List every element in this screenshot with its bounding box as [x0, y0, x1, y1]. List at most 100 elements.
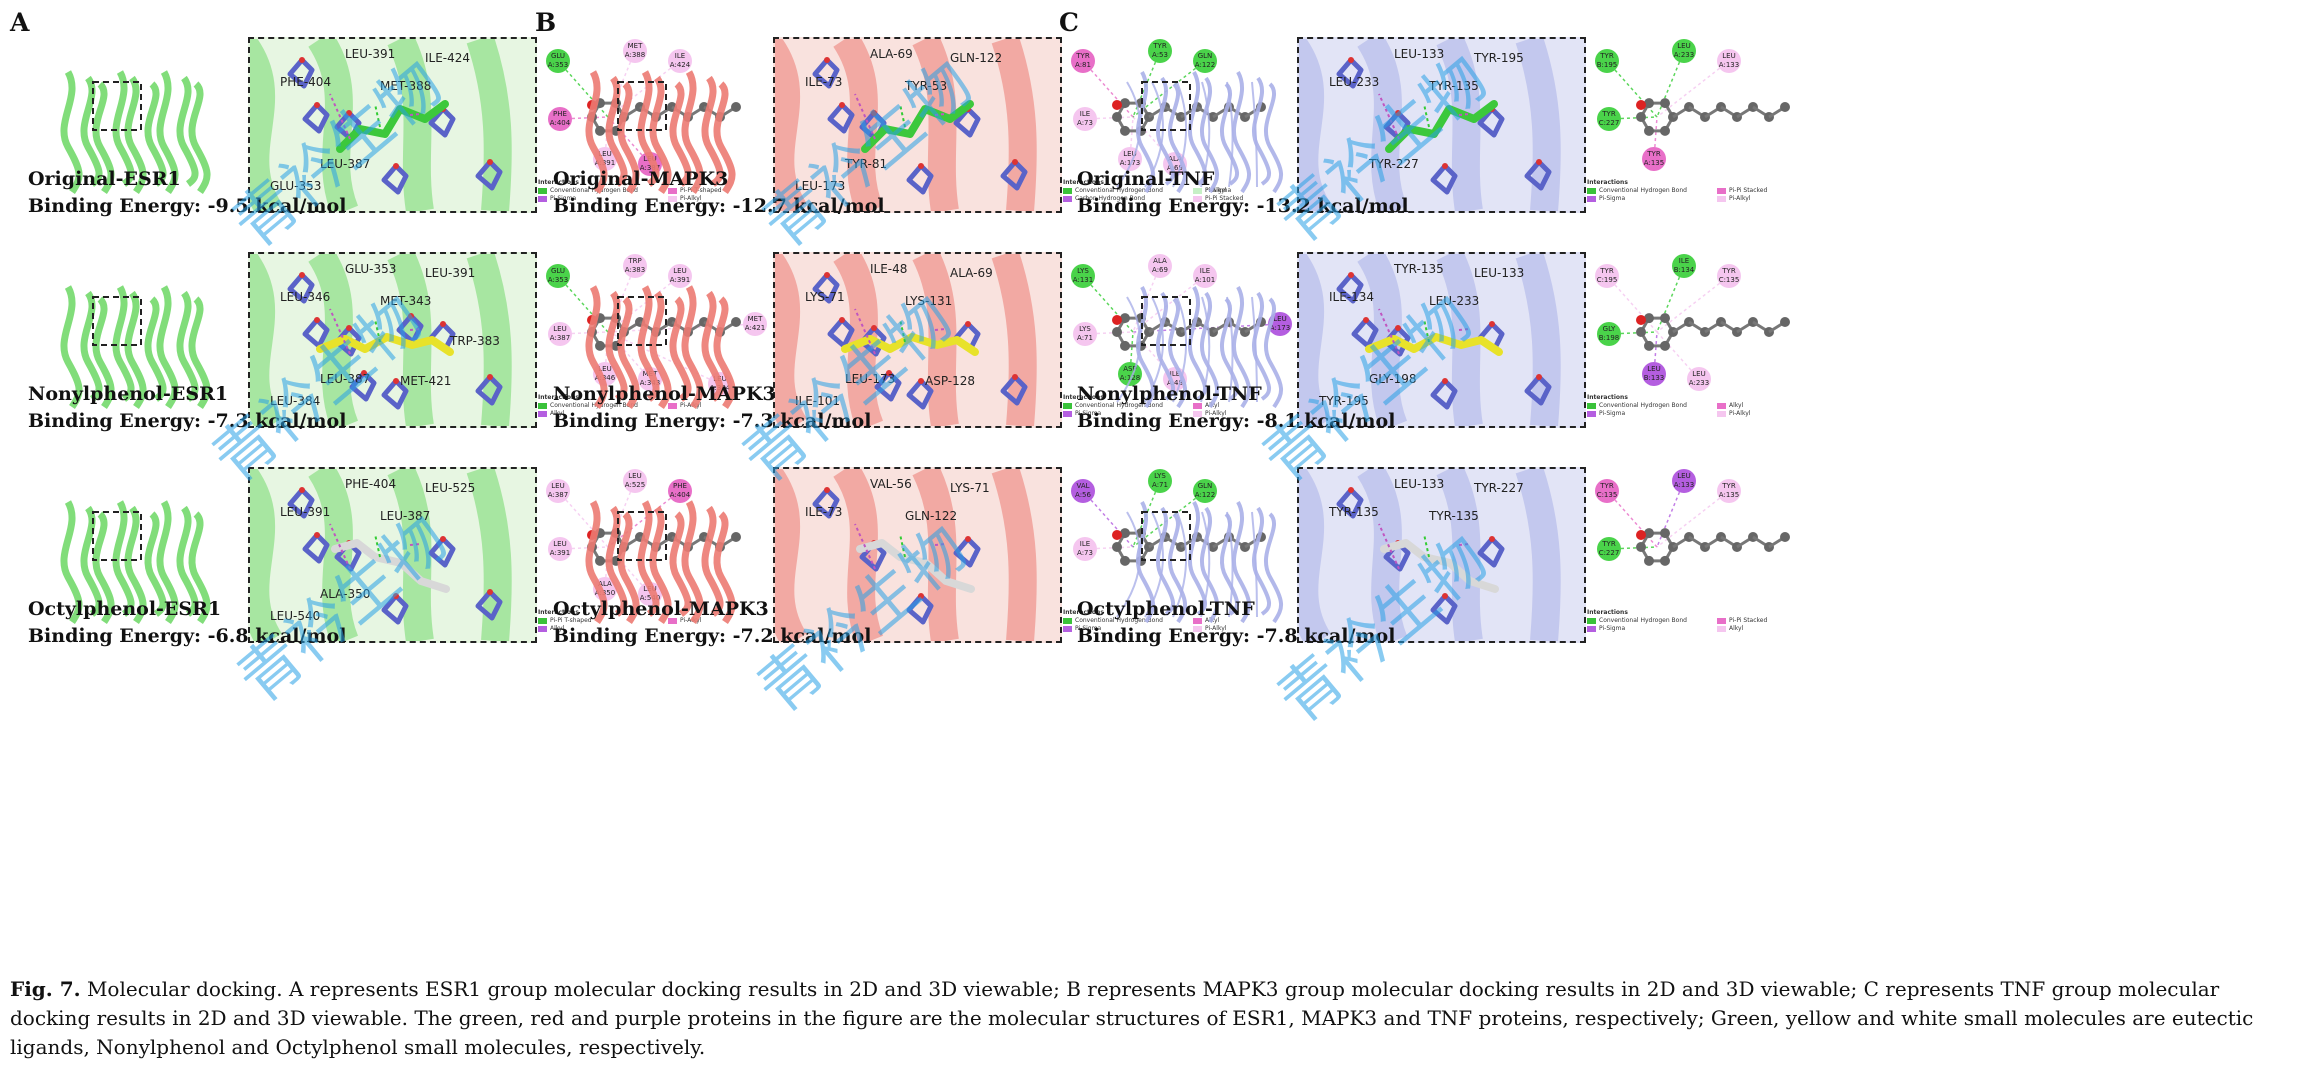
zoom-region-box [1141, 81, 1191, 131]
interaction-legend: Interactions Pi-Pi T-shaped Alkyl Pi-Alkyl [538, 609, 788, 639]
legend-swatch [1193, 187, 1202, 194]
ligand-2d-structure [1606, 50, 1790, 160]
panel-letter: A [10, 8, 30, 37]
residue-node-2d: TYR C:135 [1595, 479, 1619, 503]
legend-label: Pi-Alkyl [1729, 195, 1751, 202]
protein-ribbon [585, 500, 736, 624]
residue-label-3d: ILE-48 [870, 262, 908, 276]
panel-letter: C [1059, 8, 1079, 37]
legend-item: Pi-Alkyl [1717, 195, 1750, 202]
residue-label-3d: TRP-383 [450, 334, 500, 348]
residue-label-3d: ILE-101 [795, 394, 841, 408]
legend-label: Conventional Hydrogen Bond [550, 402, 638, 409]
complex-name: Octylphenol-TNF [1077, 598, 1255, 620]
legend-swatch [1587, 625, 1596, 632]
residue-label-3d: MET-421 [400, 374, 452, 388]
legend-swatch [1193, 402, 1202, 409]
interaction-legend: Interactions Conventional Hydrogen Bond Pi… [1587, 179, 1837, 209]
docking-panel: PHE-404 LEU-525 LEU-391 LEU-387 ALA-350 LEU-5… [48, 467, 788, 657]
residue-label-3d: PHE-404 [280, 75, 332, 89]
ligand-3d [856, 539, 975, 593]
binding-site-3d [250, 254, 512, 426]
interaction-diagram-2d: TYR C:195 ILE B:134 TYR C:135 GLY B:198 LEU B:133… [1587, 252, 1837, 424]
zoom-region-box [1141, 296, 1191, 346]
residue-label-3d: LEU-133 [1474, 266, 1525, 280]
binding-site-3d [1299, 39, 1561, 211]
legend-title: Interactions [1587, 609, 1628, 616]
residue-label-3d: LEU-133 [1394, 477, 1445, 491]
residue-label-3d: LEU-233 [1329, 75, 1380, 89]
legend-label: Conventional Hydrogen Bond [1599, 617, 1687, 624]
legend-swatch [1063, 625, 1072, 632]
zoom-box: ILE-48 ALA-69 LYS-71 LYS-131 LEU-173 ILE-101 A… [773, 252, 1062, 428]
residue-node-2d: LEU A:391 [668, 264, 692, 288]
residue-label-3d: TYR-227 [1474, 481, 1524, 495]
legend-swatch [1063, 617, 1072, 624]
residue-label-3d: LEU-173 [845, 372, 896, 386]
legend-swatch [1717, 617, 1726, 624]
residue-label-3d: VAL-56 [870, 477, 912, 491]
residue-label-3d: TYR-195 [1474, 51, 1524, 65]
residue-node-2d: LEU A:525 [623, 469, 647, 493]
legend-swatch [1587, 195, 1596, 202]
legend-swatch [1063, 402, 1072, 409]
legend-swatch [668, 617, 677, 624]
legend-item: Conventional Hydrogen Bond [538, 187, 638, 194]
legend-label: Alkyl [550, 625, 565, 632]
zoom-region-box [617, 511, 667, 561]
legend-label: Conventional Hydrogen Bond [1599, 402, 1687, 409]
residue-label-3d: GLN-122 [905, 509, 958, 523]
interaction-legend: Interactions Conventional Hydrogen Bond Pi… [1587, 394, 1837, 424]
legend-item: Pi-Alkyl [668, 195, 701, 202]
residue-label-3d: LEU-233 [1429, 294, 1480, 308]
residue-label-3d: LYS-131 [905, 294, 953, 308]
residue-node-2d: GLN A:122 [1193, 479, 1217, 503]
residue-node-2d: ILE A:424 [668, 49, 692, 73]
legend-swatch [1193, 410, 1202, 417]
legend-swatch [1587, 187, 1596, 194]
residue-node-2d: LEU A:233 [1687, 367, 1711, 391]
ligand-2d-structure [1606, 480, 1790, 566]
legend-swatch [538, 187, 547, 194]
legend-swatch [668, 187, 677, 194]
residue-node-2d: MET A:388 [623, 39, 647, 63]
protein-structure [573, 52, 773, 202]
residue-node-2d: TYR C:227 [1597, 537, 1621, 561]
ligand-3d [316, 333, 454, 356]
legend-item: Alkyl [1717, 402, 1743, 409]
binding-energy: Binding Energy: -7.3 kcal/mol [28, 410, 347, 432]
legend-title: Interactions [1063, 394, 1104, 401]
zoom-box: LEU-391 ILE-424 PHE-404 MET-388 LEU-387 GLU-3… [248, 37, 537, 213]
legend-item: Pi-Sigma [1063, 625, 1101, 632]
residue-node-2d: GLU A:353 [546, 264, 570, 288]
interaction-diagram-2d: TYR A:81 TYR A:53 GLN A:122 ILE A:73 LEU A:173 ALA… [1063, 37, 1313, 209]
zoom-box: VAL-56 LYS-71 ILE-73 GLN-122 [773, 467, 1062, 643]
residue-node-2d: TYR B:195 [1595, 49, 1619, 73]
zoom-box: LEU-133 TYR-195 LEU-233 TYR-135 TYR-227 [1297, 37, 1586, 213]
residue-label-3d: GLU-353 [345, 262, 397, 276]
docking-panel: ILE-48 ALA-69 LYS-71 LYS-131 LEU-173 ILE-101 A… [573, 252, 1313, 442]
zoom-region-box [617, 81, 667, 131]
legend-label: Pi-Alkyl [1205, 410, 1227, 417]
interaction-legend: Interactions Conventional Hydrogen Bond Al… [538, 394, 788, 424]
ligand-3d [841, 333, 979, 356]
zoom-region-box [1141, 511, 1191, 561]
protein-structure [1097, 482, 1297, 632]
interaction-legend: Interactions Conventional Hydrogen Bond Pi… [538, 179, 788, 209]
binding-site-3d [775, 254, 1037, 426]
legend-item: Conventional Hydrogen Bond [1587, 402, 1687, 409]
residue-label-3d: ALA-350 [320, 587, 371, 601]
residue-node-2d: ALA A:69 [1148, 254, 1172, 278]
legend-swatch [1587, 617, 1596, 624]
legend-item: Alkyl [1717, 625, 1743, 632]
legend-label: Alkyl [1729, 402, 1744, 409]
residue-label-3d: LEU-133 [1394, 47, 1445, 61]
residue-node-2d: LEU A:387 [548, 322, 572, 346]
residue-label-3d: ILE-73 [805, 75, 843, 89]
legend-label: Pi-Sigma [550, 195, 577, 202]
residue-label-3d: ASP-128 [925, 374, 976, 388]
protein-structure [48, 482, 248, 632]
legend-title: Interactions [1587, 394, 1628, 401]
residue-node-2d: LEU A:233 [1672, 39, 1696, 63]
docking-panel: LEU-133 TYR-227 TYR-135 TYR-135 TYR C:135 LEU A… [1097, 467, 1837, 657]
